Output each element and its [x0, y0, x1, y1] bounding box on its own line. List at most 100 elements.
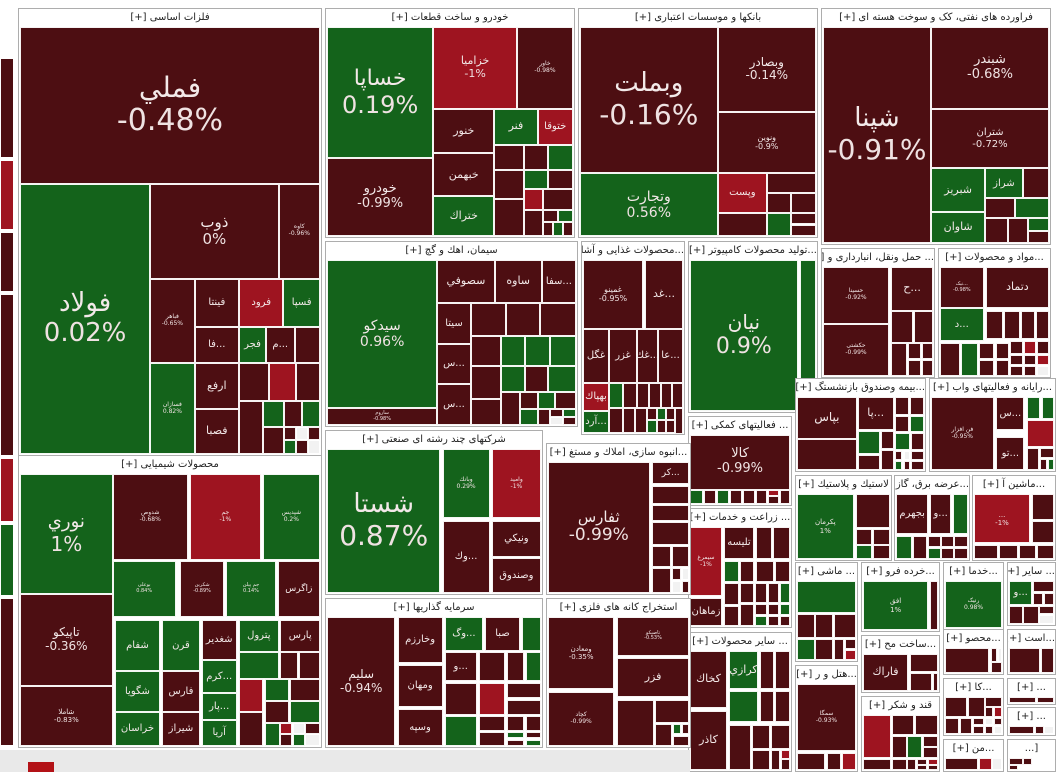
stock-tile[interactable]: ومهان — [397, 664, 443, 708]
stock-tile[interactable]: فباهر -0.65% — [150, 278, 195, 364]
sector-title[interactable]: ...عرضه برق، گاز [+] — [895, 476, 969, 493]
stock-tile[interactable]: شبریز — [931, 168, 986, 213]
stock-tile[interactable]: زماهان — [690, 598, 722, 626]
stock-tile-filler[interactable] — [500, 335, 526, 366]
stock-tile-filler[interactable] — [911, 451, 924, 460]
stock-tile-filler[interactable] — [940, 343, 960, 376]
sector-title[interactable]: ... حمل ونقل، انبارداری و [+] — [822, 249, 934, 266]
stock-tile[interactable]: شستا 0.87% — [327, 449, 441, 593]
stock-tile-filler[interactable] — [756, 489, 767, 504]
stock-tile-filler[interactable] — [911, 460, 924, 470]
stock-tile[interactable]: حسینا -0.92% — [823, 267, 889, 324]
stock-tile-filler[interactable] — [717, 489, 729, 504]
stock-tile-filler[interactable] — [505, 302, 541, 336]
stock-tile-filler[interactable] — [990, 662, 1002, 673]
sector-title[interactable]: ...تولید محصولات کامپیوتر [+] — [689, 242, 817, 259]
stock-tile-filler[interactable] — [998, 648, 1002, 662]
sector-title[interactable]: ...خرده فرو [+] — [862, 563, 939, 580]
sector-title[interactable]: ... ماشی [+] — [796, 563, 857, 580]
stock-tile-filler[interactable] — [903, 460, 911, 470]
stock-tile-filler[interactable] — [470, 335, 501, 366]
stock-tile-filler[interactable] — [985, 218, 1008, 243]
stock-tile-filler[interactable] — [775, 651, 790, 690]
stock-tile-filler[interactable] — [797, 752, 826, 770]
stock-tile[interactable]: ...س — [437, 383, 471, 425]
stock-tile-filler[interactable] — [526, 739, 541, 746]
stock-tile-filler[interactable] — [526, 731, 541, 739]
stock-tile[interactable]: ارفع — [194, 363, 239, 409]
stock-tile[interactable]: کچاد -0.99% — [548, 691, 615, 746]
stock-tile[interactable]: وسپه — [397, 708, 443, 746]
stock-tile-filler[interactable] — [891, 715, 914, 735]
stock-tile[interactable]: کالا -0.99% — [690, 435, 790, 490]
stock-tile[interactable]: افق 1% — [863, 581, 929, 630]
stock-tile-filler[interactable] — [657, 419, 666, 433]
stock-tile-filler[interactable] — [932, 672, 938, 691]
stock-tile-filler[interactable] — [239, 679, 263, 712]
stock-tile-filler[interactable] — [791, 213, 816, 225]
stock-tile-filler[interactable] — [855, 529, 873, 545]
stock-tile[interactable]: سیتا — [437, 302, 471, 345]
stock-tile-filler[interactable] — [563, 222, 573, 236]
stock-tile[interactable]: بهپاك — [583, 383, 609, 412]
stock-tile[interactable]: وخارزم — [397, 617, 443, 664]
sector-title[interactable]: لاستیك و پلاستیك [+] — [796, 476, 891, 493]
stock-tile-filler[interactable] — [1047, 459, 1054, 470]
stock-tile[interactable]: ...کر — [652, 462, 689, 485]
stock-tile-filler[interactable] — [478, 682, 505, 716]
stock-tile-filler[interactable] — [891, 759, 907, 770]
stock-tile-filler[interactable] — [755, 583, 767, 604]
stock-tile[interactable]: ...ح — [891, 267, 933, 311]
stock-tile-filler[interactable] — [673, 724, 681, 735]
stock-tile-filler[interactable] — [661, 383, 672, 408]
stock-tile-filler[interactable] — [1009, 341, 1023, 355]
stock-tile[interactable]: فرود — [239, 278, 284, 327]
stock-tile-filler[interactable] — [1026, 448, 1040, 470]
stock-tile-filler[interactable] — [647, 407, 657, 420]
stock-tile-filler[interactable] — [1009, 726, 1034, 734]
stock-tile-filler[interactable] — [1022, 605, 1039, 624]
stock-tile-filler[interactable] — [945, 758, 979, 770]
stock-tile-filler[interactable] — [992, 758, 1002, 770]
stock-tile-filler[interactable] — [672, 545, 689, 567]
stock-tile-filler[interactable] — [844, 638, 856, 649]
stock-tile-filler[interactable] — [768, 604, 779, 616]
stock-tile-filler[interactable] — [523, 170, 549, 189]
stock-tile[interactable]: فینتا — [194, 278, 239, 327]
stock-tile-filler[interactable] — [773, 527, 790, 559]
stock-tile-filler[interactable] — [891, 310, 914, 344]
stock-tile-filler[interactable] — [673, 735, 689, 746]
stock-tile-filler[interactable] — [1037, 341, 1049, 355]
stock-tile-filler[interactable] — [995, 359, 1009, 376]
stock-tile[interactable]: ومعادن -0.35% — [548, 617, 615, 690]
stock-tile[interactable]: آریا — [201, 720, 237, 746]
stock-tile-filler[interactable] — [910, 415, 924, 433]
stock-tile-filler[interactable] — [985, 697, 1002, 707]
stock-tile-filler[interactable] — [894, 451, 903, 460]
stock-tile-filler[interactable] — [269, 363, 296, 402]
stock-tile-filler[interactable] — [771, 749, 780, 770]
stock-tile-filler[interactable] — [470, 302, 506, 336]
stock-tile[interactable]: ...و — [1009, 581, 1033, 605]
stock-tile-filler[interactable] — [740, 583, 754, 604]
stock-tile-filler[interactable] — [609, 383, 623, 408]
stock-tile[interactable]: ...م — [266, 326, 295, 364]
stock-tile-filler[interactable] — [681, 724, 689, 735]
stock-tile[interactable]: وبانك 0.29% — [442, 449, 490, 519]
stock-tile-filler[interactable] — [922, 343, 933, 359]
stock-tile-filler[interactable] — [724, 583, 739, 606]
stock-tile-filler[interactable] — [506, 739, 524, 746]
stock-tile-filler[interactable] — [815, 614, 833, 638]
stock-tile-filler[interactable] — [1040, 648, 1054, 673]
stock-tile-filler[interactable] — [781, 759, 790, 770]
stock-tile-filler[interactable] — [548, 170, 573, 189]
stock-tile[interactable]: ساروم -0.98% — [327, 408, 438, 425]
stock-tile-filler[interactable] — [1009, 355, 1023, 366]
stock-tile-filler[interactable] — [927, 759, 938, 765]
stock-tile-filler[interactable] — [537, 408, 551, 425]
stock-tile[interactable]: ...وك — [442, 521, 490, 593]
stock-tile-filler[interactable] — [280, 733, 293, 746]
stock-tile[interactable]: ونوین -0.9% — [717, 111, 816, 174]
sector-title[interactable]: ...است [+] — [1008, 630, 1055, 647]
stock-tile-filler[interactable] — [743, 489, 755, 504]
